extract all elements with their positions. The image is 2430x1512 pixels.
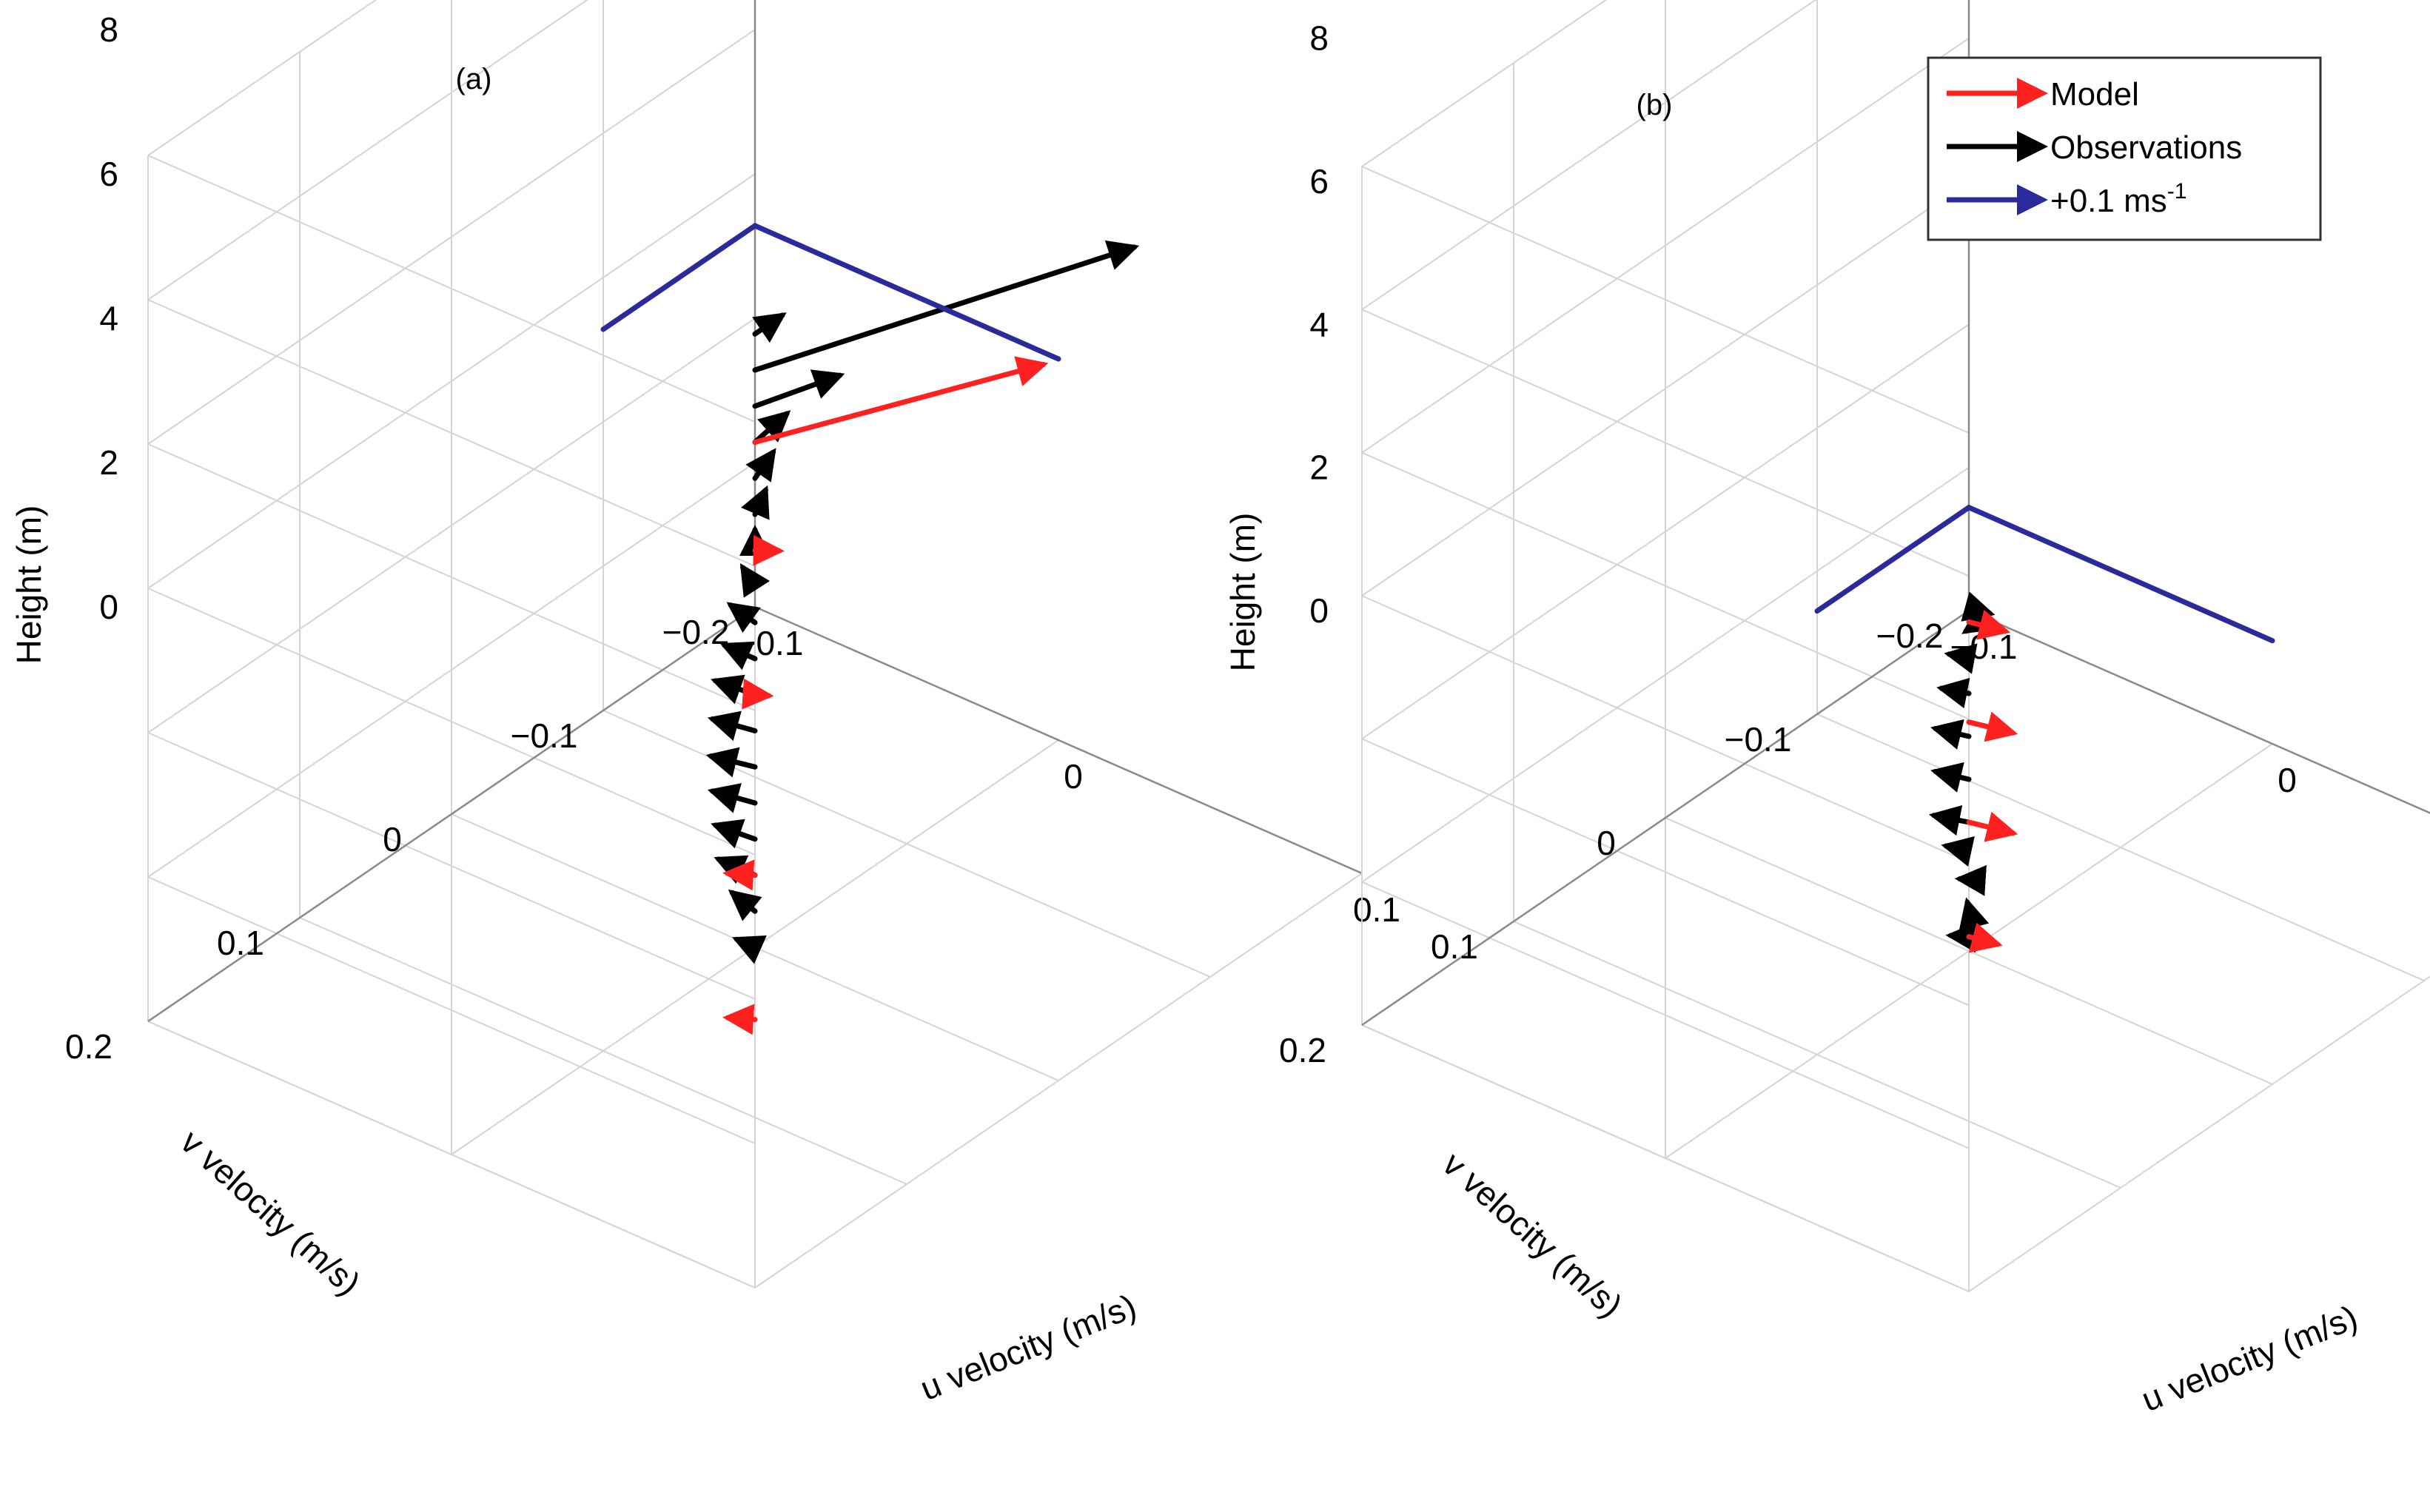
y-tick-label: −0.2 bbox=[662, 613, 730, 651]
z-tick-label: 6 bbox=[99, 155, 118, 193]
tick-labels: 0246810120.20.10−0.1−0.2−0.100.1 bbox=[65, 10, 1400, 1066]
vector-arrow bbox=[1928, 804, 1972, 836]
y-tick-label: −0.1 bbox=[1725, 720, 1792, 759]
vector-arrow bbox=[1945, 921, 1978, 953]
series--0-1-ms-1 bbox=[1814, 505, 2275, 644]
grid-line bbox=[1968, 975, 2430, 1292]
vector-arrow bbox=[1930, 762, 1972, 793]
series-model bbox=[722, 356, 1049, 1035]
y-tick-label: 0.1 bbox=[217, 924, 264, 962]
vector-arrow bbox=[1966, 609, 2010, 640]
grid-line bbox=[754, 873, 1363, 1288]
vector-arrow bbox=[752, 356, 1049, 445]
vector-arrow bbox=[728, 889, 762, 921]
vector-arrow bbox=[742, 678, 774, 710]
z-tick-label: 4 bbox=[99, 299, 118, 337]
y-tick-label: 0.1 bbox=[1431, 927, 1478, 966]
y-axis-line bbox=[1361, 609, 1970, 1027]
vector-arrow bbox=[711, 819, 758, 849]
vector-arrow bbox=[752, 223, 1061, 362]
z-tick-label: 2 bbox=[99, 443, 118, 482]
z-tick-label: 4 bbox=[1309, 305, 1329, 343]
vector-arrow bbox=[1966, 711, 2018, 742]
y-tick-label: 0.2 bbox=[1279, 1031, 1326, 1069]
y-tick-label: −0.2 bbox=[1876, 616, 1944, 655]
series--0-1-ms-1 bbox=[600, 223, 1061, 362]
series-observations bbox=[705, 240, 1140, 964]
legend: Model Observations +0.1 ms-1 bbox=[1927, 56, 2322, 241]
vector-arrow bbox=[600, 223, 758, 332]
vector-arrow bbox=[1961, 603, 1996, 634]
x-axis-label: u velocity (m/s) bbox=[915, 1286, 1141, 1408]
y-tick-label: 0.2 bbox=[65, 1027, 113, 1066]
z-tick-label: 6 bbox=[1309, 162, 1329, 201]
vector-arrow bbox=[719, 641, 758, 671]
z-tick-label: 8 bbox=[1309, 19, 1329, 58]
y-axis-line bbox=[147, 605, 756, 1023]
grid-line bbox=[1968, 610, 2430, 814]
grid-line bbox=[1361, 0, 1608, 167]
panel-label: (a) bbox=[456, 63, 492, 95]
y-tick-label: 0 bbox=[383, 820, 402, 859]
vector-arrow bbox=[707, 710, 758, 742]
vector-arrow bbox=[1930, 719, 1972, 750]
x-tick-label: −0.1 bbox=[1950, 628, 2018, 666]
vector-arrow bbox=[1954, 864, 1987, 896]
y-tick-label: −0.1 bbox=[511, 716, 578, 755]
z-axis-label: Height (m) bbox=[1224, 513, 1262, 672]
y-axis-label: v velocity (m/s) bbox=[1435, 1144, 1630, 1325]
y-tick-label: 0 bbox=[1597, 824, 1616, 862]
vector-arrow bbox=[1966, 922, 2003, 953]
legend-entry-label: +0.1 ms-1 bbox=[2050, 179, 2186, 219]
z-tick-label: 0 bbox=[1309, 591, 1329, 630]
vector-arrow bbox=[741, 485, 770, 520]
tick-labels: 0246810120.20.10−0.1−0.2−0.100.1 bbox=[1279, 19, 2297, 1069]
x-axis-label: u velocity (m/s) bbox=[2136, 1297, 2363, 1419]
z-tick-label: 8 bbox=[99, 10, 118, 49]
vector-arrow bbox=[711, 674, 758, 705]
z-axis-label: Height (m) bbox=[10, 505, 48, 665]
vector-arrow bbox=[752, 312, 787, 343]
y-axis-label: v velocity (m/s) bbox=[173, 1122, 368, 1303]
vector-arrow bbox=[722, 859, 758, 891]
vector-arrow bbox=[1944, 643, 1978, 674]
vector-arrow bbox=[722, 1004, 758, 1035]
vector-arrow bbox=[1966, 505, 2275, 644]
vector-arrow bbox=[1959, 897, 1990, 932]
grid bbox=[1361, 0, 2430, 1292]
vector-arrow bbox=[745, 448, 776, 483]
z-tick-label: 0 bbox=[99, 588, 118, 626]
vector-arrow bbox=[707, 783, 758, 813]
x-tick-label: 0 bbox=[2278, 761, 2297, 799]
vector-arrow bbox=[1941, 836, 1975, 867]
series-model bbox=[1966, 609, 2018, 953]
x-axis-line bbox=[1968, 609, 2430, 814]
legend-entry-label: Model bbox=[2050, 76, 2139, 112]
legend-entry-label: Observations bbox=[2050, 130, 2242, 166]
vector-arrow bbox=[1966, 811, 2018, 842]
vector-arrow bbox=[739, 563, 771, 598]
vector-arrow bbox=[752, 369, 845, 409]
x-tick-label: 0 bbox=[1064, 757, 1083, 796]
panel-label: (b) bbox=[1637, 89, 1673, 121]
grid-line bbox=[147, 0, 377, 156]
vector-arrow bbox=[1936, 677, 1972, 709]
x-axis-line bbox=[754, 605, 1363, 875]
vector-arrow bbox=[731, 935, 767, 964]
vector-arrow bbox=[1814, 505, 1972, 614]
z-tick-label: 2 bbox=[1309, 448, 1329, 487]
x-tick-label: 0.1 bbox=[1353, 890, 1400, 929]
vector-arrow bbox=[726, 602, 761, 634]
vector-arrow bbox=[705, 747, 758, 778]
vector-arrow bbox=[752, 410, 791, 445]
